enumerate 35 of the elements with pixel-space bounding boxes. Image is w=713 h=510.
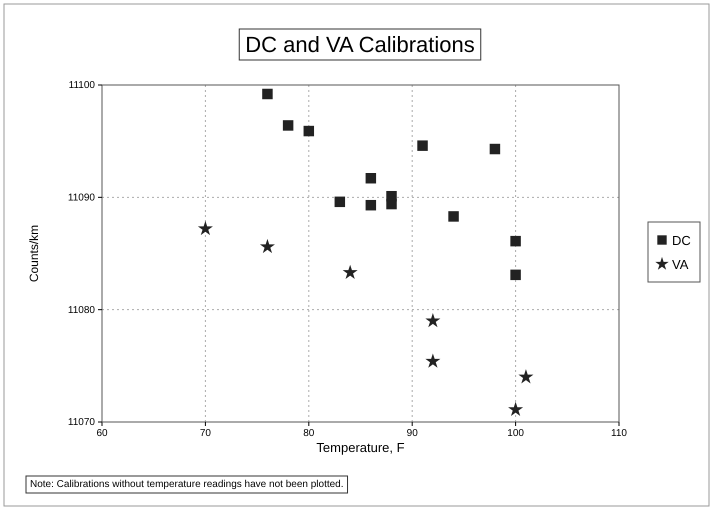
text: Note: Calibrations without temperature readings have not been plotted. bbox=[30, 479, 344, 490]
point bbox=[198, 220, 213, 236]
y-tick-label: 11080 bbox=[68, 304, 96, 316]
point bbox=[366, 200, 376, 210]
x-tick-label: 80 bbox=[303, 428, 315, 440]
point bbox=[334, 196, 346, 208]
point bbox=[342, 264, 358, 279]
y-axis-title: Counts/km bbox=[27, 224, 41, 282]
point bbox=[386, 198, 397, 210]
chart-title: DC and VA Calibrations bbox=[245, 32, 475, 57]
legend-label: DC bbox=[672, 233, 691, 248]
x-tick-label: 90 bbox=[406, 428, 418, 440]
point bbox=[448, 211, 459, 222]
point bbox=[366, 172, 376, 184]
point bbox=[508, 402, 524, 416]
point bbox=[425, 313, 440, 328]
x-tick-label: 70 bbox=[200, 428, 212, 440]
point bbox=[282, 120, 294, 131]
x-axis-title: Temperature, F bbox=[316, 440, 405, 455]
point bbox=[417, 140, 428, 151]
y-tick-label: 11090 bbox=[68, 192, 96, 204]
x-tick-label: 60 bbox=[96, 428, 108, 440]
point bbox=[304, 126, 314, 136]
x-tick-label: 110 bbox=[611, 428, 628, 440]
y-tick-label: 11070 bbox=[68, 417, 96, 428]
point bbox=[510, 270, 521, 280]
point bbox=[425, 353, 440, 368]
point bbox=[262, 88, 273, 100]
point bbox=[518, 369, 534, 384]
legend-label: VA bbox=[672, 257, 689, 272]
point bbox=[490, 144, 500, 154]
y-tick-label: 11100 bbox=[68, 80, 96, 92]
x-tick-label: 100 bbox=[507, 428, 524, 440]
point bbox=[510, 236, 521, 246]
point bbox=[260, 238, 275, 254]
